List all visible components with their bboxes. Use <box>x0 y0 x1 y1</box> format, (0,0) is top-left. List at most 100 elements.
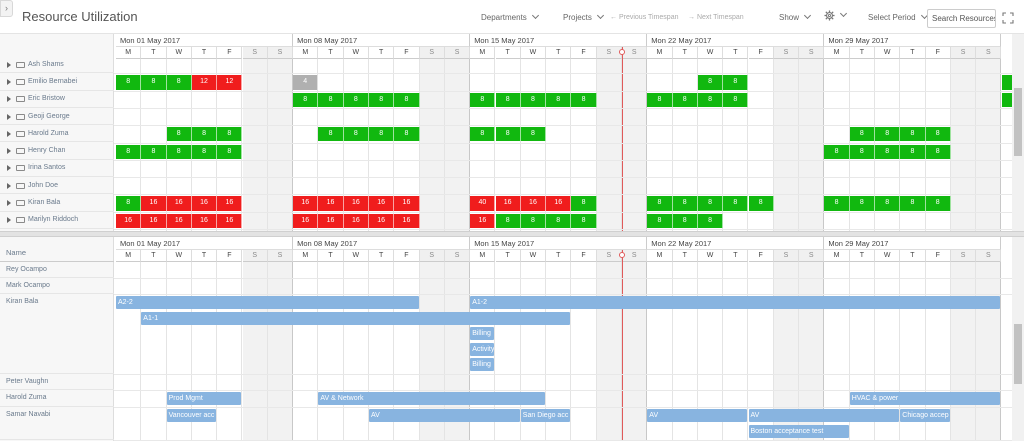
utilization-cell[interactable]: 8 <box>293 92 319 107</box>
settings-dropdown[interactable] <box>824 9 848 21</box>
utilization-cell[interactable]: 8 <box>723 196 749 211</box>
utilization-cell[interactable]: 8 <box>166 75 192 90</box>
utilization-cell[interactable]: 8 <box>318 92 344 107</box>
assignment-resource-row[interactable]: Samar Navabi <box>0 407 114 440</box>
utilization-cell[interactable]: 16 <box>318 213 344 228</box>
utilization-cell[interactable]: 16 <box>343 213 369 228</box>
utilization-cell[interactable]: 16 <box>293 213 319 228</box>
task-bar[interactable]: A1-2 <box>470 296 1001 309</box>
utilization-cell[interactable]: 16 <box>394 196 420 211</box>
resource-row[interactable]: Emilio Bernabei <box>0 73 114 91</box>
utilization-cell[interactable]: 8 <box>875 144 901 159</box>
select-period-dropdown[interactable]: Select Period <box>868 11 928 22</box>
utilization-cell[interactable]: 8 <box>191 127 218 142</box>
utilization-cell[interactable]: 8 <box>925 144 951 159</box>
expand-triangle-icon[interactable] <box>7 148 11 155</box>
utilization-cell[interactable]: 8 <box>849 196 875 211</box>
utilization-cell[interactable]: 8 <box>495 127 521 142</box>
resource-row[interactable]: Harold Zuma <box>0 125 114 143</box>
utilization-cell[interactable]: 8 <box>824 196 850 211</box>
task-bar[interactable]: A1-1 <box>141 311 571 325</box>
utilization-cell[interactable]: 8 <box>849 127 875 142</box>
expand-button[interactable] <box>1002 12 1014 26</box>
utilization-cell[interactable]: 8 <box>571 196 597 211</box>
utilization-cell[interactable]: 40 <box>470 196 496 211</box>
utilization-cell[interactable]: 4 <box>293 75 319 90</box>
utilization-cell[interactable]: 8 <box>217 127 243 142</box>
utilization-cell[interactable]: 16 <box>520 196 547 211</box>
utilization-cell[interactable]: 8 <box>343 92 369 107</box>
search-input[interactable] <box>927 9 996 28</box>
utilization-cell[interactable]: 8 <box>318 127 344 142</box>
utilization-cell[interactable]: 8 <box>470 92 496 107</box>
expand-triangle-icon[interactable] <box>7 78 11 85</box>
task-bar[interactable]: Billing <box>470 358 495 371</box>
resource-row[interactable]: Eric Bristow <box>0 91 114 108</box>
utilization-cell[interactable]: 8 <box>394 127 420 142</box>
utilization-cell[interactable]: 8 <box>849 144 875 159</box>
utilization-cell[interactable]: 8 <box>672 196 698 211</box>
utilization-cell[interactable]: 8 <box>672 92 698 107</box>
task-bar[interactable]: Boston acceptance test <box>748 424 849 438</box>
utilization-cell[interactable]: 8 <box>217 144 243 159</box>
utilization-cell[interactable]: 16 <box>343 196 369 211</box>
task-bar[interactable]: Vancouver acc <box>166 409 217 422</box>
utilization-cell[interactable]: 8 <box>875 196 901 211</box>
utilization-cell[interactable]: 8 <box>875 127 901 142</box>
task-bar[interactable]: Prod Mgmt <box>166 391 242 405</box>
utilization-cell[interactable]: 16 <box>116 213 142 228</box>
utilization-cell[interactable]: 16 <box>217 196 243 211</box>
utilization-cell[interactable]: 8 <box>900 196 926 211</box>
expand-triangle-icon[interactable] <box>7 61 11 68</box>
resource-row[interactable]: Marilyn Riddoch <box>0 212 114 229</box>
utilization-cell[interactable]: 16 <box>191 196 218 211</box>
utilization-cell[interactable]: 16 <box>369 213 395 228</box>
utilization-cell[interactable]: 16 <box>495 196 521 211</box>
utilization-cell[interactable]: 16 <box>141 213 167 228</box>
utilization-cell[interactable]: 8 <box>166 127 192 142</box>
utilization-cell[interactable]: 8 <box>141 75 167 90</box>
utilization-cell[interactable]: 16 <box>546 196 572 211</box>
utilization-cell[interactable]: 8 <box>925 196 951 211</box>
next-timespan-button[interactable]: → Next Timespan <box>688 14 744 21</box>
assignment-resource-row[interactable]: Kiran Bala <box>0 294 114 374</box>
utilization-cell[interactable]: 8 <box>900 144 926 159</box>
departments-dropdown[interactable]: Departments <box>481 11 539 22</box>
chevron-right-icon[interactable]: › <box>0 0 13 17</box>
pane-splitter[interactable] <box>0 231 1024 237</box>
task-bar[interactable]: Billing <box>470 327 495 340</box>
utilization-cell[interactable]: 8 <box>470 127 496 142</box>
utilization-cell[interactable]: 8 <box>116 75 142 90</box>
utilization-cell[interactable]: 8 <box>697 213 724 228</box>
expand-triangle-icon[interactable] <box>7 96 11 103</box>
task-bar[interactable]: AV <box>369 409 520 422</box>
previous-timespan-button[interactable]: ← Previous Timespan <box>610 14 678 21</box>
utilization-cell[interactable]: 8 <box>394 92 420 107</box>
assignment-resource-row[interactable]: Peter Vaughn <box>0 374 114 390</box>
utilization-cell[interactable]: 8 <box>546 92 572 107</box>
utilization-cell[interactable]: 8 <box>900 127 926 142</box>
utilization-cell[interactable]: 8 <box>697 92 724 107</box>
utilization-cell[interactable]: 16 <box>191 213 218 228</box>
utilization-cell[interactable]: 8 <box>647 196 673 211</box>
utilization-cell[interactable]: 8 <box>116 144 142 159</box>
utilization-cell[interactable]: 16 <box>217 213 243 228</box>
utilization-cell[interactable]: 8 <box>116 196 142 211</box>
utilization-cell[interactable]: 8 <box>495 213 521 228</box>
utilization-cell[interactable]: 16 <box>293 196 319 211</box>
utilization-cell[interactable]: 16 <box>369 196 395 211</box>
utilization-cell[interactable]: 8 <box>546 213 572 228</box>
task-bar[interactable]: HVAC & power <box>849 391 1001 405</box>
resource-row[interactable]: Henry Chan <box>0 143 114 160</box>
assignment-resource-row[interactable]: Rey Ocampo <box>0 262 114 278</box>
utilization-cell[interactable]: 8 <box>520 127 547 142</box>
task-bar[interactable]: San Diego acc <box>520 409 571 422</box>
assignment-scrollbar-thumb[interactable] <box>1014 324 1022 384</box>
assignment-resource-row[interactable]: Mark Ocampo <box>0 278 114 294</box>
utilization-cell[interactable]: 8 <box>191 144 218 159</box>
utilization-cell[interactable]: 8 <box>141 144 167 159</box>
utilization-cell[interactable]: 8 <box>520 213 547 228</box>
utilization-cell[interactable]: 12 <box>217 75 243 90</box>
projects-dropdown[interactable]: Projects <box>563 11 604 22</box>
resource-row[interactable]: Geoji George <box>0 108 114 126</box>
